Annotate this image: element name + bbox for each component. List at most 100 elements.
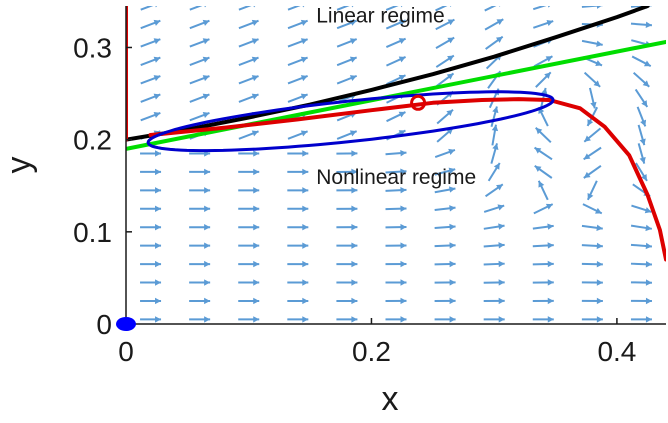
field-arrow — [336, 224, 358, 231]
field-arrow — [385, 223, 407, 231]
field-arrow — [238, 6, 256, 11]
field-arrow — [140, 150, 162, 157]
field-arrow — [189, 260, 211, 268]
field-arrow-head — [645, 224, 652, 232]
field-arrow-head — [300, 130, 308, 137]
field-arrow — [581, 279, 603, 286]
field-arrow-head — [351, 6, 354, 8]
field-arrow — [287, 168, 309, 176]
field-arrow — [434, 316, 456, 323]
field-arrow — [238, 224, 260, 231]
field-arrow — [533, 19, 554, 29]
field-arrow-head — [534, 147, 542, 154]
field-arrow — [238, 38, 259, 48]
field-arrow-head — [302, 168, 309, 176]
field-arrow-head — [541, 87, 548, 95]
field-arrow-head — [251, 56, 259, 63]
y-tick-label: 0 — [96, 309, 112, 340]
field-arrow-head — [302, 224, 309, 231]
field-arrow-head — [547, 279, 554, 286]
field-arrow-head — [450, 6, 452, 8]
field-arrow-head — [153, 112, 161, 119]
field-arrow — [140, 316, 162, 323]
field-arrow — [336, 56, 358, 67]
field-arrow-head — [587, 119, 594, 126]
field-arrow — [287, 316, 309, 323]
field-arrow-head — [448, 148, 455, 155]
field-arrow-head — [596, 260, 603, 268]
vector-field — [140, 6, 653, 323]
field-arrow-head — [496, 184, 503, 191]
field-arrow — [631, 204, 652, 214]
field-arrow-head — [400, 242, 407, 249]
field-arrow-head — [495, 36, 503, 43]
field-arrow — [238, 150, 260, 157]
field-arrow — [385, 297, 407, 305]
field-arrow-head — [447, 55, 454, 62]
field-arrow-head — [641, 174, 647, 181]
field-arrow — [630, 316, 652, 323]
field-arrow-head — [640, 119, 647, 127]
field-arrow — [385, 186, 407, 194]
field-arrow — [385, 168, 407, 175]
field-arrow-head — [302, 242, 309, 249]
field-arrow-head — [204, 205, 211, 212]
field-arrow-head — [596, 224, 603, 231]
field-arrow — [483, 242, 505, 249]
field-arrow-head — [253, 168, 260, 176]
field-arrow — [238, 316, 260, 323]
field-arrow — [532, 6, 551, 11]
field-arrow — [532, 316, 554, 323]
field-arrow-head — [645, 316, 652, 323]
field-arrow-head — [204, 297, 211, 305]
field-arrow-head — [153, 19, 161, 26]
field-arrow — [336, 242, 358, 249]
field-arrow — [385, 19, 407, 30]
field-arrow-head — [300, 93, 308, 100]
field-arrow-head — [202, 56, 210, 63]
annotations: Linear regime Nonlinear regime — [316, 5, 476, 189]
field-arrow-head — [253, 224, 260, 231]
field-arrow — [634, 88, 649, 108]
field-arrow-head — [448, 167, 456, 174]
field-arrow — [287, 56, 308, 66]
field-arrow — [581, 316, 603, 323]
y-axis-label: y — [0, 157, 38, 174]
origin-marker — [116, 317, 136, 331]
field-arrow-head — [641, 100, 648, 107]
field-arrow — [140, 279, 162, 286]
field-arrow — [434, 242, 456, 249]
field-arrow — [287, 224, 309, 231]
field-arrow — [630, 21, 653, 28]
field-arrow-head — [253, 279, 260, 286]
field-arrow — [581, 39, 603, 47]
field-arrow-head — [593, 80, 601, 87]
field-arrow-head — [155, 187, 162, 194]
field-arrow — [582, 203, 603, 215]
annotation-linear-regime: Linear regime — [316, 5, 444, 28]
field-arrow-head — [204, 316, 211, 323]
field-arrow — [434, 260, 456, 268]
field-arrow-head — [349, 19, 357, 26]
field-arrow-head — [498, 242, 505, 249]
field-arrow-head — [400, 223, 407, 231]
field-arrow — [336, 74, 358, 85]
field-arrow — [336, 187, 358, 194]
field-arrow — [581, 297, 603, 305]
field-arrow-head — [596, 242, 603, 250]
field-arrow-head — [544, 72, 551, 79]
field-arrow-head — [253, 187, 260, 194]
field-arrow — [491, 124, 499, 146]
field-arrow-head — [153, 38, 161, 45]
field-arrow — [336, 205, 358, 212]
field-arrow-head — [547, 297, 554, 305]
field-arrow-head — [398, 56, 406, 63]
field-arrow — [189, 224, 211, 231]
field-arrow — [287, 75, 308, 85]
field-arrow — [238, 75, 259, 85]
field-arrow — [238, 93, 259, 103]
field-arrow-shaft — [287, 6, 301, 11]
field-arrow — [189, 111, 210, 122]
field-arrow-head — [400, 6, 403, 8]
